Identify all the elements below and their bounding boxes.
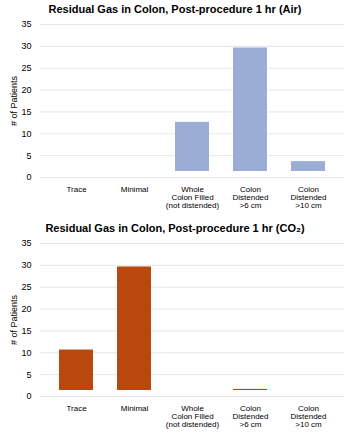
svg-text:0: 0 xyxy=(26,172,31,182)
svg-text:WholeColon Filled(not distende: WholeColon Filled(not distended) xyxy=(166,185,220,210)
svg-text:20: 20 xyxy=(21,304,31,314)
svg-text:25: 25 xyxy=(21,282,31,292)
svg-text:5: 5 xyxy=(26,151,31,161)
html-text:Residual Gas in Colon, Post-pr: Residual Gas in Colon, Post-procedure 1 … xyxy=(48,3,302,15)
svg-text:ColonDistended>10 cm: ColonDistended>10 cm xyxy=(290,404,326,429)
svg-text:35: 35 xyxy=(21,238,31,248)
svg-text:10: 10 xyxy=(21,129,31,139)
svg-text:0: 0 xyxy=(26,391,31,401)
svg-text:Trace: Trace xyxy=(66,185,87,194)
svg-text:Trace: Trace xyxy=(66,404,87,413)
svg-text:15: 15 xyxy=(21,326,31,336)
svg-text:# of Patients: # of Patients xyxy=(9,294,19,345)
svg-text:Minimal: Minimal xyxy=(121,185,149,194)
svg-text:ColonDistended>6 cm: ColonDistended>6 cm xyxy=(232,185,268,210)
svg-text:WholeColon Filled(not distende: WholeColon Filled(not distended) xyxy=(166,404,220,429)
svg-text:25: 25 xyxy=(21,63,31,73)
svg-text:30: 30 xyxy=(21,260,31,270)
svg-text:30: 30 xyxy=(21,41,31,51)
svg-text:10: 10 xyxy=(21,348,31,358)
svg-text:15: 15 xyxy=(21,107,31,117)
svg-text:Minimal: Minimal xyxy=(121,404,149,413)
svg-text:5: 5 xyxy=(26,370,31,380)
svg-text:35: 35 xyxy=(21,19,31,29)
svg-text:20: 20 xyxy=(21,85,31,95)
html-text:Residual Gas in Colon, Post-pr: Residual Gas in Colon, Post-procedure 1 … xyxy=(45,222,305,234)
svg-text:ColonDistended>6 cm: ColonDistended>6 cm xyxy=(232,404,268,429)
svg-text:ColonDistended>10 cm: ColonDistended>10 cm xyxy=(290,185,326,210)
svg-text:# of Patients: # of Patients xyxy=(9,75,19,126)
